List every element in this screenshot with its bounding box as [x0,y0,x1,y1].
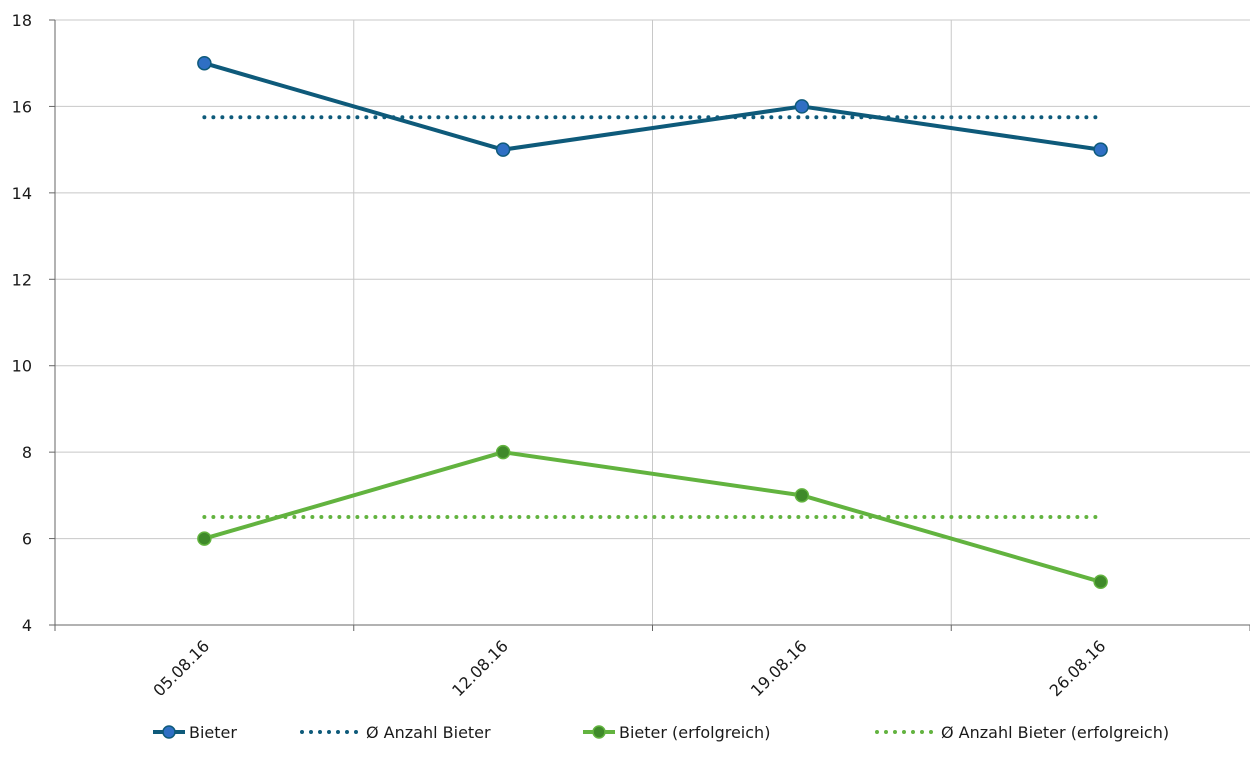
legend-label: Bieter (erfolgreich) [619,723,770,742]
data-point [794,488,810,503]
data-point [794,99,810,114]
y-tick-label: 10 [12,357,32,376]
grid [55,19,1250,625]
y-tick-label: 18 [12,11,32,30]
data-point [1093,574,1108,590]
data-point [495,444,511,460]
x-tick-label: 12.08.16 [448,636,512,700]
legend-label: Ø Anzahl Bieter (erfolgreich) [941,723,1169,742]
legend-item-0: Bieter [153,723,237,742]
legend-item-2: Bieter (erfolgreich) [583,723,770,742]
x-tick-label: 05.08.16 [149,636,213,700]
series-line [203,450,1102,584]
x-tick-label: 19.08.16 [747,636,811,700]
legend-marker [162,725,176,739]
legend-item-3: Ø Anzahl Bieter (erfolgreich) [875,723,1169,742]
legend-item-1: Ø Anzahl Bieter [300,723,491,742]
y-tick-label: 6 [22,530,32,549]
legend-label: Ø Anzahl Bieter [366,723,491,742]
y-tick-label: 14 [12,184,32,203]
series-layer [197,55,1108,590]
series-line [203,61,1101,152]
legend-label: Bieter [189,723,237,742]
data-point [197,531,212,546]
data-point [1093,142,1108,157]
legend: Bieter Ø Anzahl Bieter Bieter (erfolgreich… [153,723,1169,742]
data-point [495,142,511,157]
y-tick-label: 4 [22,616,32,635]
y-tick-label: 12 [12,270,32,289]
series-2 [197,444,1108,590]
y-tick-label: 8 [22,443,32,462]
x-tick-label: 26.08.16 [1046,636,1110,700]
axes: 4 6 8 10 12 14 16 18 05.08.16 12.08.16 19.08.16 26.… [12,11,1250,700]
y-tick-label: 16 [12,97,32,116]
series-0 [197,55,1108,157]
data-point [197,55,212,71]
legend-marker [592,725,606,739]
